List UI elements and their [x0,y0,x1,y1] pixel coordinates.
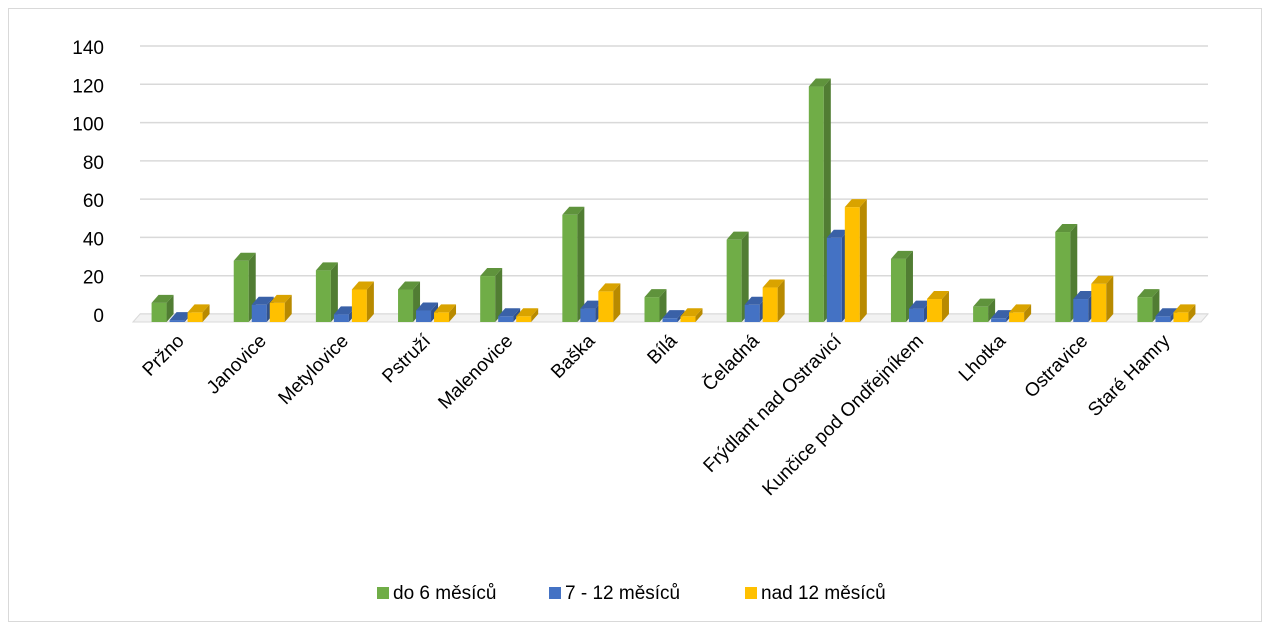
y-axis-labels: 0 20 40 60 80 100 120 140 [72,38,104,327]
y-tick-label: 120 [72,76,104,97]
x-tick-label: Kunčice pod Ondřejníkem [759,331,928,500]
x-tick-label: Staré Hamry [1084,330,1175,421]
y-tick-label: 20 [83,268,104,289]
x-tick-label: Pstruží [378,330,435,387]
y-tick-label: 140 [72,38,104,59]
bar [890,250,913,322]
bar [844,199,867,322]
bar [233,252,256,322]
bar [187,304,210,322]
bar [726,231,749,322]
bar [762,279,785,322]
legend-swatch [745,587,757,599]
bar [434,304,457,322]
y-tick-label: 0 [93,306,104,327]
bar [1009,304,1032,322]
legend-label: 7 - 12 měsíců [565,583,680,604]
x-tick-label: Pržno [139,331,189,381]
x-axis-labels: Pržno Janovice Metylovice Pstruží Malenovice… [139,330,1175,500]
legend-item: 7 - 12 měsíců [549,583,680,604]
legend-item: nad 12 měsíců [745,583,886,604]
bars [151,78,1196,323]
bar [644,289,667,322]
x-tick-label: Baška [547,330,599,382]
x-tick-label: Frýdlant nad Ostravicí [700,330,847,477]
bar [1173,304,1196,322]
legend: do 6 měsíců 7 - 12 měsíců nad 12 měsíců [377,583,886,604]
bar [269,294,292,322]
bar [351,281,374,322]
bar [498,308,521,322]
legend-label: nad 12 měsíců [761,583,886,604]
legend-label: do 6 měsíců [393,583,497,604]
bar [1091,275,1114,322]
gridlines [131,45,1210,323]
y-tick-label: 60 [83,191,104,212]
x-tick-label: Bílá [644,330,682,368]
legend-swatch [377,587,389,599]
y-tick-label: 100 [72,115,104,136]
bar [315,262,338,322]
bar [973,298,996,322]
x-tick-label: Janovice [203,331,271,399]
legend-swatch [549,587,561,599]
x-tick-label: Metylovice [275,331,353,409]
x-tick-label: Čeladná [698,330,764,396]
y-tick-label: 40 [83,229,104,250]
x-tick-label: Malenovice [434,331,517,414]
bar [598,283,621,322]
bar [926,291,949,322]
bar [480,268,503,322]
bar [826,229,849,322]
x-tick-label: Lhotka [955,330,1010,385]
legend-item: do 6 měsíců [377,583,497,604]
bar [516,308,539,322]
bar [562,206,585,322]
bar [680,308,703,322]
y-tick-label: 80 [83,153,104,174]
x-tick-label: Ostravice [1021,331,1093,403]
bar [151,294,174,322]
